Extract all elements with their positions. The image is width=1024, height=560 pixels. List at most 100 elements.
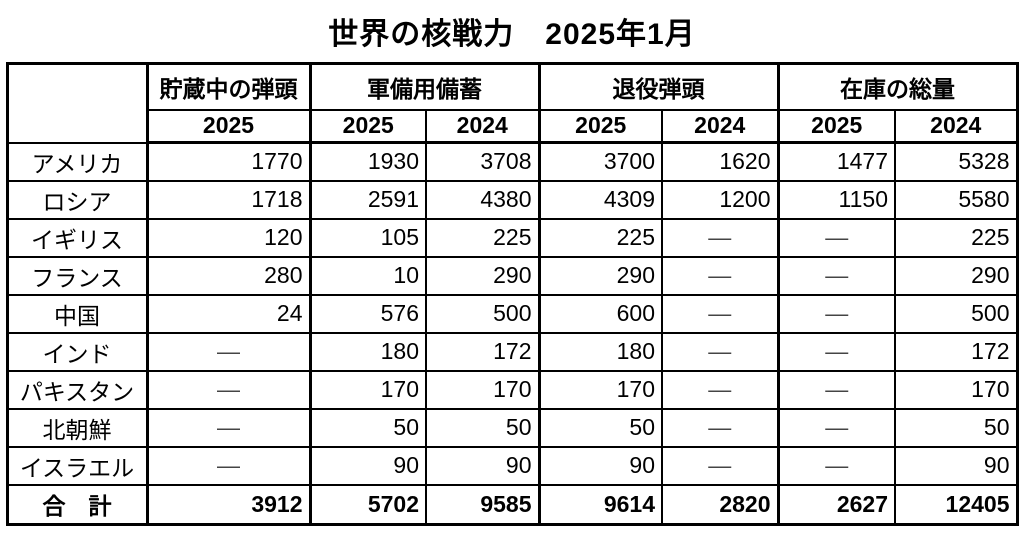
value-cell: 5580 [894,179,1018,220]
total-row-label: 合 計 [6,483,148,526]
year-header-retired-2024: 2024 [661,108,779,144]
total-value-cell: 3912 [145,483,311,526]
value-cell: 290 [537,255,663,296]
country-label: 中国 [6,293,148,334]
nuclear-forces-table: 貯蔵中の弾頭 軍備用備蓄 退役弾頭 在庫の総量 2025 2025 2024 2… [5,62,1019,526]
value-cell: 170 [425,369,540,410]
value-cell: 290 [894,255,1018,296]
value-cell: 50 [308,407,427,448]
value-cell: — [661,445,779,486]
value-cell: — [145,445,311,486]
value-cell: — [776,255,896,296]
country-label: パキスタン [6,369,148,410]
value-cell: — [776,293,896,334]
value-cell: 500 [894,293,1018,334]
value-cell: 4309 [537,179,663,220]
country-row: フランス 280 10 290 290— —290 [6,255,1018,296]
value-cell: 290 [425,255,540,296]
value-cell: 50 [537,407,663,448]
year-header-inventory-2025: 2025 [776,108,896,144]
value-cell: 225 [537,217,663,258]
value-cell: — [661,407,779,448]
value-cell: — [661,293,779,334]
value-cell: — [661,217,779,258]
value-cell: — [776,331,896,372]
year-header-retired-2025: 2025 [537,108,663,144]
table-body: アメリカ 1770 1930 3708 3700 1620 1477 5328 ロシア 1718 2… [6,141,1018,526]
country-row: アメリカ 1770 1930 3708 3700 1620 1477 5328 [6,141,1018,182]
total-value-cell: 2820 [661,483,779,526]
value-cell: — [776,369,896,410]
value-cell: 1770 [145,141,311,182]
total-value-cell: 9585 [425,483,540,526]
value-cell: 90 [537,445,663,486]
value-cell: 50 [425,407,540,448]
col-group-stored-warheads: 貯蔵中の弾頭 [145,62,311,111]
value-cell: 120 [145,217,311,258]
value-cell: 3708 [425,141,540,182]
value-cell: 3700 [537,141,663,182]
group-header-row: 貯蔵中の弾頭 軍備用備蓄 退役弾頭 在庫の総量 [6,62,1018,144]
value-cell: — [776,407,896,448]
year-header-row: 2025 2025 2024 2025 2024 2025 2024 [7,108,1018,144]
year-header-stored-2025: 2025 [145,108,311,144]
value-cell: 576 [308,293,427,334]
country-row: 北朝鮮 —50 50 50— —50 [6,407,1018,448]
value-cell: 180 [537,331,663,372]
year-header-stockpile-2025: 2025 [308,108,427,144]
page-title: 世界の核戦力 2025年1月 [328,18,696,51]
value-cell: 170 [894,369,1018,410]
country-label: フランス [6,255,148,296]
col-group-retired-warheads: 退役弾頭 [537,62,779,111]
country-label: イギリス [6,217,148,258]
total-row: 合 計 3912 5702 9585 9614 2820 2627 12405 [6,483,1018,526]
value-cell: 1930 [308,141,427,182]
value-cell: 5328 [894,141,1018,182]
value-cell: — [776,217,896,258]
value-cell: 10 [308,255,427,296]
value-cell: 50 [894,407,1018,448]
country-label: ロシア [6,179,148,220]
value-cell: 90 [308,445,427,486]
country-row: ロシア 1718 2591 4380 4309 1200 1150 5580 [6,179,1018,220]
value-cell: — [145,331,311,372]
total-value-cell: 12405 [894,483,1018,526]
total-value-cell: 2627 [776,483,896,526]
value-cell: 225 [894,217,1018,258]
value-cell: 105 [308,217,427,258]
value-cell: — [661,255,779,296]
value-cell: 90 [425,445,540,486]
value-cell: 172 [894,331,1018,372]
value-cell: — [145,369,311,410]
value-cell: 1200 [661,179,779,220]
value-cell: 500 [425,293,540,334]
country-label: アメリカ [6,141,148,182]
total-value-cell: 5702 [308,483,427,526]
total-value-cell: 9614 [537,483,663,526]
value-cell: 600 [537,293,663,334]
country-label: インド [6,331,148,372]
value-cell: — [776,445,896,486]
value-cell: 180 [308,331,427,372]
value-cell: 170 [537,369,663,410]
value-cell: 1620 [661,141,779,182]
value-cell: 24 [145,293,311,334]
value-cell: 172 [425,331,540,372]
value-cell: 1150 [776,179,896,220]
value-cell: 1718 [145,179,311,220]
value-cell: 1477 [776,141,896,182]
value-cell: 170 [308,369,427,410]
country-row: イギリス 120 105 225 225— —225 [6,217,1018,258]
value-cell: — [661,331,779,372]
value-cell: 225 [425,217,540,258]
country-label: 北朝鮮 [6,407,148,448]
country-row: 中国 24 576 500 600— —500 [6,293,1018,334]
value-cell: 2591 [308,179,427,220]
country-label: イスラエル [6,445,148,486]
value-cell: 280 [145,255,311,296]
col-group-total-inventory: 在庫の総量 [776,62,1018,111]
country-row: パキスタン —170 170 170— —170 [6,369,1018,410]
value-cell: — [661,369,779,410]
corner-cell [6,62,148,144]
